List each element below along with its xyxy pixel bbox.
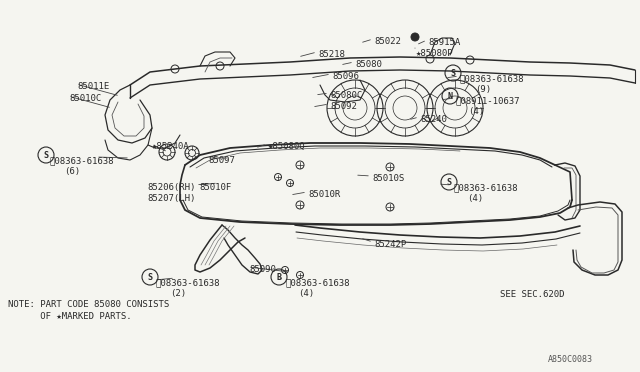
Text: (4): (4) <box>468 107 484 116</box>
Text: Ⓝ08363-61638: Ⓝ08363-61638 <box>453 183 518 192</box>
Text: Ⓝ08363-61638: Ⓝ08363-61638 <box>156 278 221 287</box>
Text: 85090: 85090 <box>249 265 276 274</box>
Text: ⒲08363-61638: ⒲08363-61638 <box>285 278 349 287</box>
Text: (9): (9) <box>475 85 491 94</box>
Text: (6): (6) <box>64 167 80 176</box>
Text: S: S <box>44 151 49 160</box>
Text: 85010S: 85010S <box>372 174 404 183</box>
Text: ★85080Q: ★85080Q <box>268 142 306 151</box>
Text: N: N <box>447 92 452 100</box>
Text: Ⓞ08911-10637: Ⓞ08911-10637 <box>455 96 520 105</box>
Text: 85010R: 85010R <box>308 190 340 199</box>
Text: SEE SEC.620D: SEE SEC.620D <box>500 290 564 299</box>
Text: S: S <box>451 68 456 77</box>
Text: ★85240A: ★85240A <box>152 142 189 151</box>
Text: NOTE: PART CODE 85080 CONSISTS: NOTE: PART CODE 85080 CONSISTS <box>8 300 169 309</box>
Text: B: B <box>276 273 282 282</box>
Text: S: S <box>447 177 451 186</box>
Text: 85097: 85097 <box>208 156 235 165</box>
Text: ★85080P: ★85080P <box>416 49 454 58</box>
Text: 85218: 85218 <box>318 50 345 59</box>
Text: (4): (4) <box>467 194 483 203</box>
Text: 85207(LH): 85207(LH) <box>147 194 195 203</box>
Text: 85092: 85092 <box>330 102 357 111</box>
Text: 85096: 85096 <box>332 72 359 81</box>
Text: (2): (2) <box>170 289 186 298</box>
Text: 85010F: 85010F <box>199 183 231 192</box>
Text: 85206(RH): 85206(RH) <box>147 183 195 192</box>
Text: 85011E: 85011E <box>77 82 109 91</box>
Text: S: S <box>147 273 152 282</box>
Text: 85080: 85080 <box>355 60 382 69</box>
Text: 85915A: 85915A <box>428 38 460 47</box>
Text: (4): (4) <box>298 289 314 298</box>
Circle shape <box>411 33 419 41</box>
Text: 85080C: 85080C <box>330 91 362 100</box>
Text: 85022: 85022 <box>374 37 401 46</box>
Text: Ⓝ08363-61638: Ⓝ08363-61638 <box>50 156 115 165</box>
Text: OF ★MARKED PARTS.: OF ★MARKED PARTS. <box>8 312 132 321</box>
Text: Ⓝ08363-61638: Ⓝ08363-61638 <box>460 74 525 83</box>
Text: 85010C: 85010C <box>69 94 101 103</box>
Text: A850C0083: A850C0083 <box>548 355 593 364</box>
Text: 85240: 85240 <box>420 115 447 124</box>
Text: 85242P: 85242P <box>374 240 406 249</box>
